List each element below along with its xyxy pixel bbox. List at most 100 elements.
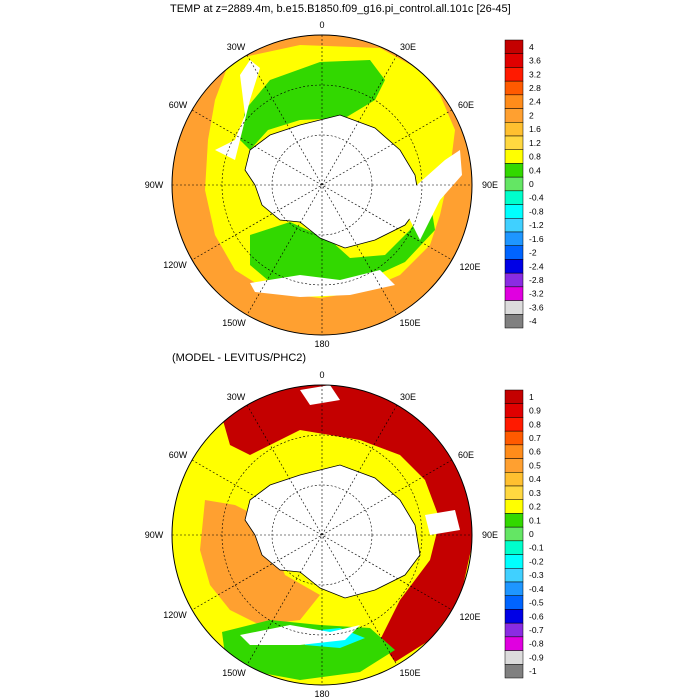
colorbar-label: 0.4 [529,474,541,484]
panel2-title: (MODEL - LEVITUS/PHC2) [172,352,307,364]
colorbar-label: 0.7 [529,433,541,443]
colorbar-swatch [504,122,524,137]
colorbar-label: 0 [529,179,534,189]
colorbar-swatch [504,39,524,54]
colorbar-swatch [504,67,524,82]
panel2-lon-180: 180 [314,689,329,699]
colorbar-swatch [504,540,524,555]
colorbar-swatch [504,286,524,301]
colorbar-label: -3.6 [529,302,544,312]
colorbar-swatch [504,417,524,432]
panel1-green-region-south [250,200,435,285]
colorbar-label: -0.4 [529,193,544,203]
colorbar-label: -0.5 [529,598,544,608]
colorbar-swatch [504,176,524,192]
colorbar-label: 1.6 [529,124,541,134]
colorbar-label: 3.2 [529,69,541,79]
panel2-map [171,384,473,686]
colorbar-label: -2 [529,248,537,258]
colorbar-swatch [504,472,524,487]
panel2-orange-region [200,500,320,625]
colorbar-label: -1.6 [529,234,544,244]
colorbar-label: -0.8 [529,206,544,216]
colorbar-label: 2.4 [529,97,541,107]
panel1-lon-30e: 30E [400,42,416,52]
panel1-ice-ross [250,270,395,297]
colorbar-label: -0.1 [529,543,544,553]
colorbar-swatch [504,636,524,651]
colorbar-swatch [504,485,524,500]
panel2-lon-60w: 60W [169,450,188,460]
colorbar-label: -2.4 [529,261,544,271]
panel2-lon-30e: 30E [400,392,416,402]
colorbar-label: 0.4 [529,165,541,175]
panel2-lon-60e: 60E [458,450,474,460]
panel1-map-border [171,34,473,336]
colorbar-swatch [504,272,524,288]
colorbar-swatch [504,389,524,404]
panel2-ice-east [425,510,460,535]
colorbar-swatch [504,163,524,178]
colorbar-label: 3.6 [529,56,541,66]
colorbar-swatch [504,149,524,164]
colorbar-swatch [504,231,524,246]
colorbar-swatch [504,259,524,274]
panel2-longitude-labels: 0 30E 60E 90E 120E 150E 180 150W 120W 90… [145,370,498,699]
colorbar-swatch [504,135,524,150]
panel2-graticule [172,385,472,685]
panel2-lon-90e: 90E [482,530,498,540]
colorbar-swatch [504,499,524,514]
colorbar-label: -0.3 [529,570,544,580]
colorbar-label: 0.9 [529,406,541,416]
colorbar-label: 2.8 [529,83,541,93]
panel1-colorbar: 4 3.6 3.2 2.8 2.4 2 1.6 1.2 0.8 0.4 0 -0.4 -0.8 -1.2 -… [504,39,544,329]
colorbar-label: 4 [529,42,534,52]
panel2-lon-150w: 150W [222,668,246,678]
colorbar-swatch [504,80,524,96]
panel2-lon-150e: 150E [399,668,420,678]
colorbar-label: -1 [529,666,537,676]
panel1-ice-west [215,60,260,160]
colorbar-swatch [504,609,524,624]
colorbar-swatch [504,204,524,219]
colorbar-label: -3.2 [529,289,544,299]
colorbar-swatch [504,513,524,528]
panel1-lon-60w: 60W [169,100,188,110]
colorbar-label: -0.7 [529,625,544,635]
panel1-lon-120e: 120E [459,262,480,272]
colorbar-swatch [504,190,524,205]
panel1-graticule [172,35,472,335]
colorbar-swatch [504,53,524,68]
colorbar-label: -0.4 [529,584,544,594]
panel2-lon-30w: 30W [227,392,246,402]
colorbar-label: 1.2 [529,138,541,148]
colorbar-label: -2.8 [529,275,544,285]
panel1-lon-0: 0 [319,20,324,30]
colorbar-swatch [504,94,524,109]
colorbar-label: 0.2 [529,502,541,512]
colorbar-swatch [504,314,524,329]
panel1-ice-east [400,150,462,240]
colorbar-swatch [504,595,524,610]
panel1-green-region [240,60,385,150]
colorbar-label: 0.3 [529,488,541,498]
panel1-lon-180: 180 [314,339,329,349]
colorbar-label: -4 [529,316,537,326]
panel1-lon-30w: 30W [227,42,246,52]
panel1-lon-150w: 150W [222,318,246,328]
colorbar-label: 0.6 [529,447,541,457]
colorbar-swatch [504,108,524,123]
panel2-lon-0: 0 [319,370,324,380]
colorbar-swatch [504,444,524,459]
colorbar-swatch [504,650,524,665]
colorbar-label: -0.6 [529,611,544,621]
colorbar-swatch [504,581,524,596]
colorbar-label: -0.9 [529,652,544,662]
colorbar-label: -1.2 [529,220,544,230]
colorbar-swatch [504,664,524,679]
colorbar-label: -0.8 [529,639,544,649]
colorbar-swatch [504,403,524,418]
colorbar-swatch [504,526,524,542]
panel2-ice-ross [240,625,360,645]
